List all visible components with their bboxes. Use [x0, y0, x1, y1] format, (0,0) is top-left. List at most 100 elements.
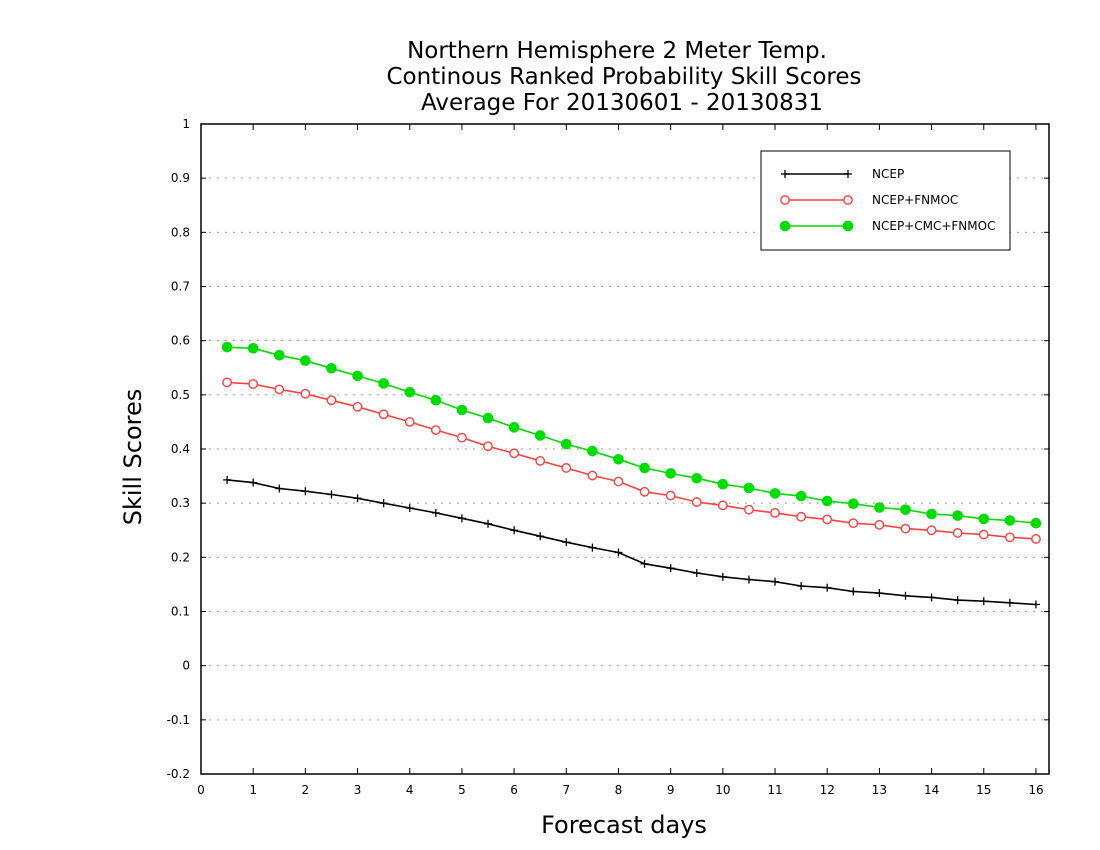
filled-circle-marker — [665, 468, 676, 479]
open-circle-marker — [613, 476, 624, 487]
open-circle-marker — [843, 195, 853, 205]
y-tick-label: 0.8 — [171, 225, 190, 239]
filled-circle-marker — [821, 495, 833, 507]
plus-marker — [1031, 600, 1040, 609]
filled-circle-marker — [404, 386, 416, 398]
filled-circle-marker — [456, 404, 468, 416]
filled-circle-marker — [952, 510, 963, 521]
open-circle-marker — [561, 463, 572, 473]
y-tick-label: 0.9 — [171, 171, 190, 185]
plus-marker — [405, 504, 414, 513]
x-tick-label: 16 — [1028, 783, 1043, 797]
filled-circle-marker — [769, 488, 781, 499]
plus-marker — [927, 593, 936, 602]
legend-item-ncep-fnmoc: NCEP+FNMOC — [780, 193, 958, 207]
x-tick-label: 9 — [667, 783, 675, 797]
open-circle-marker — [457, 432, 467, 443]
filled-circle-marker — [842, 220, 854, 232]
legend-items: NCEP NCEP+FNMOC NCEP+CMC+FNMOC — [779, 167, 995, 233]
open-circle-marker — [222, 377, 232, 388]
filled-circle-marker — [874, 502, 885, 513]
filled-circle-marker — [743, 482, 755, 494]
legend-item-ncep: NCEP — [781, 167, 904, 181]
plus-marker — [849, 587, 858, 596]
plus-marker — [844, 170, 852, 178]
plus-marker — [457, 514, 466, 523]
open-circle-marker — [248, 379, 259, 389]
x-tick-label: 11 — [767, 783, 782, 797]
legend-label: NCEP+CMC+FNMOC — [872, 219, 995, 233]
plus-marker — [562, 538, 571, 547]
open-circle-marker — [483, 441, 493, 452]
plus-marker — [875, 589, 884, 598]
series-ncep — [223, 475, 1040, 609]
y-tick-label: 1 — [182, 117, 190, 131]
open-circle-marker — [770, 508, 780, 518]
y-tick-label: 0.1 — [171, 605, 190, 619]
open-circle-marker — [691, 497, 702, 507]
plus-marker — [640, 559, 649, 568]
chart-title-line-1: Northern Hemisphere 2 Meter Temp. — [407, 38, 827, 64]
plus-marker — [249, 478, 258, 487]
filled-circle-marker — [795, 490, 807, 502]
plus-marker — [781, 170, 789, 178]
y-tick-label: 0.6 — [171, 334, 190, 348]
filled-circle-marker — [587, 445, 598, 457]
series-line — [227, 381, 1037, 540]
open-circle-marker — [274, 384, 285, 395]
filled-circle-marker — [482, 412, 494, 424]
filled-circle-marker — [378, 378, 389, 389]
open-circle-marker — [874, 519, 885, 530]
plus-marker — [823, 583, 832, 592]
plus-marker — [536, 532, 545, 541]
plus-marker — [692, 569, 701, 578]
plus-marker — [301, 487, 310, 496]
plus-marker — [510, 526, 519, 535]
series-ncep-fnmoc — [222, 377, 1041, 544]
open-circle-marker — [535, 456, 546, 466]
filled-circle-marker — [534, 430, 546, 441]
open-circle-marker — [404, 417, 415, 427]
open-circle-marker — [326, 395, 337, 406]
y-tick-label: -0.2 — [167, 767, 190, 781]
x-tick-label: 4 — [406, 783, 414, 797]
filled-circle-marker — [926, 508, 937, 520]
series-layer — [221, 341, 1042, 609]
chart-title-line-3: Average For 20130601 - 20130831 — [421, 90, 823, 116]
plus-marker — [666, 564, 675, 573]
filled-circle-marker — [613, 453, 624, 465]
filled-circle-marker — [326, 362, 337, 374]
plus-marker — [718, 572, 727, 581]
open-circle-marker — [509, 448, 520, 459]
x-tick-label: 6 — [510, 783, 518, 797]
legend: NCEP NCEP+FNMOC NCEP+CMC+FNMOC — [760, 150, 1011, 251]
open-circle-marker — [665, 490, 676, 501]
y-tick-label: 0.5 — [171, 388, 190, 402]
legend-label: NCEP — [872, 167, 904, 181]
x-tick-label: 14 — [924, 783, 939, 797]
plus-marker — [588, 543, 597, 552]
x-tick-label: 2 — [302, 783, 310, 797]
y-tick-label: 0.2 — [171, 550, 190, 564]
open-circle-marker — [1004, 532, 1015, 543]
open-circle-marker — [352, 401, 363, 412]
open-circle-marker — [744, 504, 754, 515]
plot-frame — [200, 123, 1050, 775]
open-circle-marker — [978, 529, 989, 540]
filled-circle-marker — [300, 355, 311, 367]
filled-circle-marker — [352, 370, 363, 382]
y-axis-ticks: -0.2 -0.1 0 0.1 0.2 0.3 0.4 0.5 0.6 0.7 0.8 0.9 1 — [167, 117, 1049, 781]
plus-marker — [744, 575, 753, 584]
open-circle-marker — [717, 500, 728, 511]
plus-marker — [327, 490, 336, 499]
plus-marker — [275, 484, 284, 493]
filled-circle-marker — [221, 341, 233, 353]
filled-circle-marker — [639, 462, 650, 474]
filled-circle-marker — [900, 504, 911, 515]
plus-marker — [953, 596, 962, 605]
plus-marker — [979, 597, 988, 606]
y-tick-label: 0 — [182, 659, 190, 673]
y-tick-label: -0.1 — [167, 713, 190, 727]
plus-marker — [901, 591, 910, 600]
